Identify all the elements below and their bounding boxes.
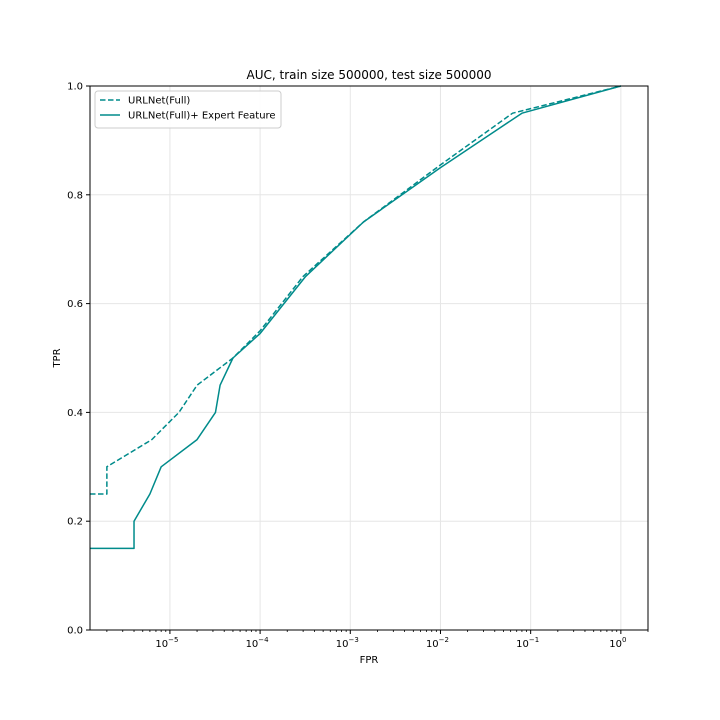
series-line-1 [90, 85, 622, 550]
y-tick-label: 0.6 [67, 299, 83, 310]
x-tick-base: 10 [426, 639, 439, 650]
ticks: 0.00.20.40.60.81.010−5 10−4 10−3 10−2 10−1 10… [67, 82, 649, 650]
x-axis-label: FPR [360, 655, 379, 666]
y-tick-label: 0.0 [67, 626, 83, 637]
x-tick-label: 10−3 [336, 636, 359, 650]
x-tick-label: 10−5 [155, 636, 178, 650]
x-tick-base: 10 [155, 639, 168, 650]
x-tick-exponent: −4 [258, 636, 269, 644]
y-axis-label: TPR [52, 348, 63, 368]
x-tick-exponent: −2 [439, 636, 449, 644]
legend-label-urlnet-expert: URLNet(Full)+ Expert Feature [128, 111, 276, 122]
x-tick-exponent: 0 [622, 636, 626, 644]
x-tick-label: 10−4 [246, 636, 270, 650]
y-tick-label: 0.8 [67, 190, 83, 201]
x-tick-base: 10 [336, 639, 349, 650]
legend: URLNet(Full) URLNet(Full)+ Expert Featur… [94, 90, 282, 129]
x-tick-exponent: −3 [348, 636, 358, 644]
x-tick-base: 10 [516, 639, 529, 650]
x-tick-base: 10 [609, 639, 622, 650]
chart-title: AUC, train size 500000, test size 500000 [246, 68, 491, 82]
x-tick-label: 100 [609, 636, 626, 650]
grid [90, 85, 648, 631]
y-tick-label: 1.0 [67, 82, 83, 93]
y-tick-label: 0.2 [67, 517, 83, 528]
x-tick-label: 10−2 [426, 636, 449, 650]
y-tick-label: 0.4 [67, 408, 83, 419]
x-tick-exponent: −1 [529, 636, 539, 644]
x-tick-exponent: −5 [168, 636, 178, 644]
legend-box [94, 90, 282, 129]
x-tick-base: 10 [246, 639, 259, 650]
legend-label-urlnet-full: URLNet(Full) [128, 96, 190, 107]
series-layer [90, 85, 622, 550]
plot-frame [89, 85, 649, 631]
x-tick-label: 10−1 [516, 636, 539, 650]
